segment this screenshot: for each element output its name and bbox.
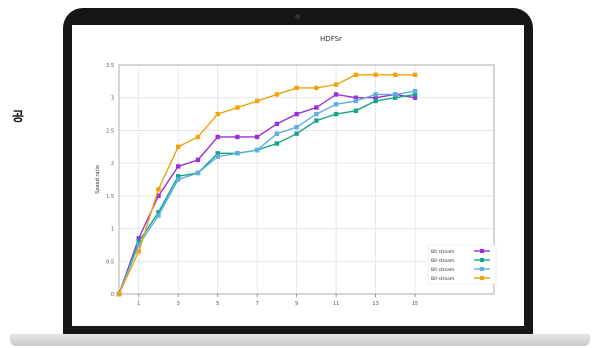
x-tick-label: 15 (412, 301, 418, 307)
data-point (393, 95, 398, 100)
data-point (215, 154, 220, 159)
data-point (195, 134, 201, 140)
laptop-frame: HDFSr Speed ratio 0 0.5 1 1.5 2 2.5 3 3.5 1 3 5 7 9 1… (63, 8, 533, 338)
y-tick-label: 2.5 (106, 128, 114, 134)
data-point (254, 98, 260, 104)
x-tick-label: 13 (372, 301, 378, 307)
data-point (333, 82, 339, 87)
y-axis-label: Speed ratio (95, 165, 101, 194)
legend-swatch-marker (480, 249, 484, 253)
data-point (412, 88, 418, 94)
data-point (294, 85, 299, 91)
data-point (353, 95, 359, 100)
series-line-3 (118, 90, 416, 295)
data-point (353, 108, 359, 113)
x-tick-label: 7 (256, 301, 259, 307)
data-point (274, 141, 280, 146)
data-point (314, 118, 319, 123)
plot-frame (118, 64, 495, 295)
chart-title: HDFSr (320, 35, 342, 43)
laptop-base (10, 334, 590, 346)
data-point (136, 242, 141, 248)
legend: Bit stream Bit stream Bit stream Bit stream (427, 244, 497, 285)
data-point (412, 95, 418, 100)
laptop-screen: HDFSr Speed ratio 0 0.5 1 1.5 2 2.5 3 3.5 1 3 5 7 9 1… (72, 25, 524, 326)
data-point (116, 291, 122, 297)
data-point (136, 249, 141, 254)
data-point (235, 134, 240, 140)
data-point (274, 92, 280, 97)
data-point (195, 157, 201, 163)
y-tick-label: 0 (111, 292, 114, 298)
series-lines (116, 72, 418, 297)
data-point (156, 210, 161, 215)
side-label: 공 (12, 110, 24, 125)
legend-label: Bit stream (431, 258, 454, 264)
data-point (393, 72, 398, 78)
line-chart: HDFSr Speed ratio 00.511.522.533.51 3 5 7 9 1… (72, 25, 524, 326)
data-point (136, 239, 141, 244)
series-line-2 (118, 93, 416, 295)
data-point (195, 170, 201, 176)
legend-swatch-marker (480, 267, 484, 271)
legend-swatch-marker (480, 258, 484, 262)
data-point (215, 134, 220, 140)
data-point (412, 72, 418, 78)
data-point (274, 121, 280, 127)
data-point (373, 92, 378, 97)
data-point (373, 98, 378, 104)
data-point (294, 124, 299, 130)
data-point (314, 105, 319, 110)
data-point (254, 147, 260, 153)
data-point (412, 92, 418, 97)
data-point (235, 151, 240, 156)
x-tick-label: 1 (137, 301, 140, 307)
legend-label: Bit stream (431, 267, 454, 273)
data-point (353, 98, 359, 104)
y-tick-label: 3 (111, 96, 114, 102)
data-point (373, 95, 378, 100)
data-point (215, 111, 220, 117)
y-tick-label: 0.5 (106, 259, 114, 265)
axes: 00.511.522.533.51 3 5 7 9 11 13 15 (106, 63, 495, 307)
data-point (274, 131, 280, 136)
data-point (156, 213, 161, 218)
data-point (156, 193, 161, 199)
data-point (176, 164, 181, 169)
data-point (393, 92, 398, 97)
data-point (333, 92, 339, 97)
x-tick-label: 3 (177, 301, 180, 307)
data-point (176, 144, 181, 149)
y-tick-label: 3.5 (106, 63, 114, 69)
data-point (176, 177, 181, 182)
data-point (294, 111, 299, 117)
data-point (314, 85, 319, 91)
x-tick-label: 5 (216, 301, 219, 307)
data-point (294, 131, 299, 136)
data-point (176, 174, 181, 179)
data-point (235, 105, 240, 110)
data-point (254, 134, 260, 140)
data-point (215, 151, 220, 156)
data-point (373, 72, 378, 78)
x-tick-label: 11 (333, 301, 339, 307)
data-point (156, 187, 161, 192)
y-tick-label: 2 (111, 161, 114, 167)
legend-label: Bit stream (431, 249, 454, 255)
y-tick-label: 1.5 (106, 194, 114, 200)
data-point (314, 111, 319, 117)
x-tick-label: 9 (295, 301, 298, 307)
data-point (333, 111, 339, 117)
legend-swatch-marker (480, 276, 484, 280)
y-tick-label: 1 (111, 227, 114, 233)
data-point (353, 72, 359, 78)
data-point (136, 236, 141, 241)
legend-label: Bit stream (431, 276, 454, 282)
series-line-4 (118, 74, 416, 295)
webcam-dot (295, 14, 300, 19)
data-point (333, 102, 339, 107)
